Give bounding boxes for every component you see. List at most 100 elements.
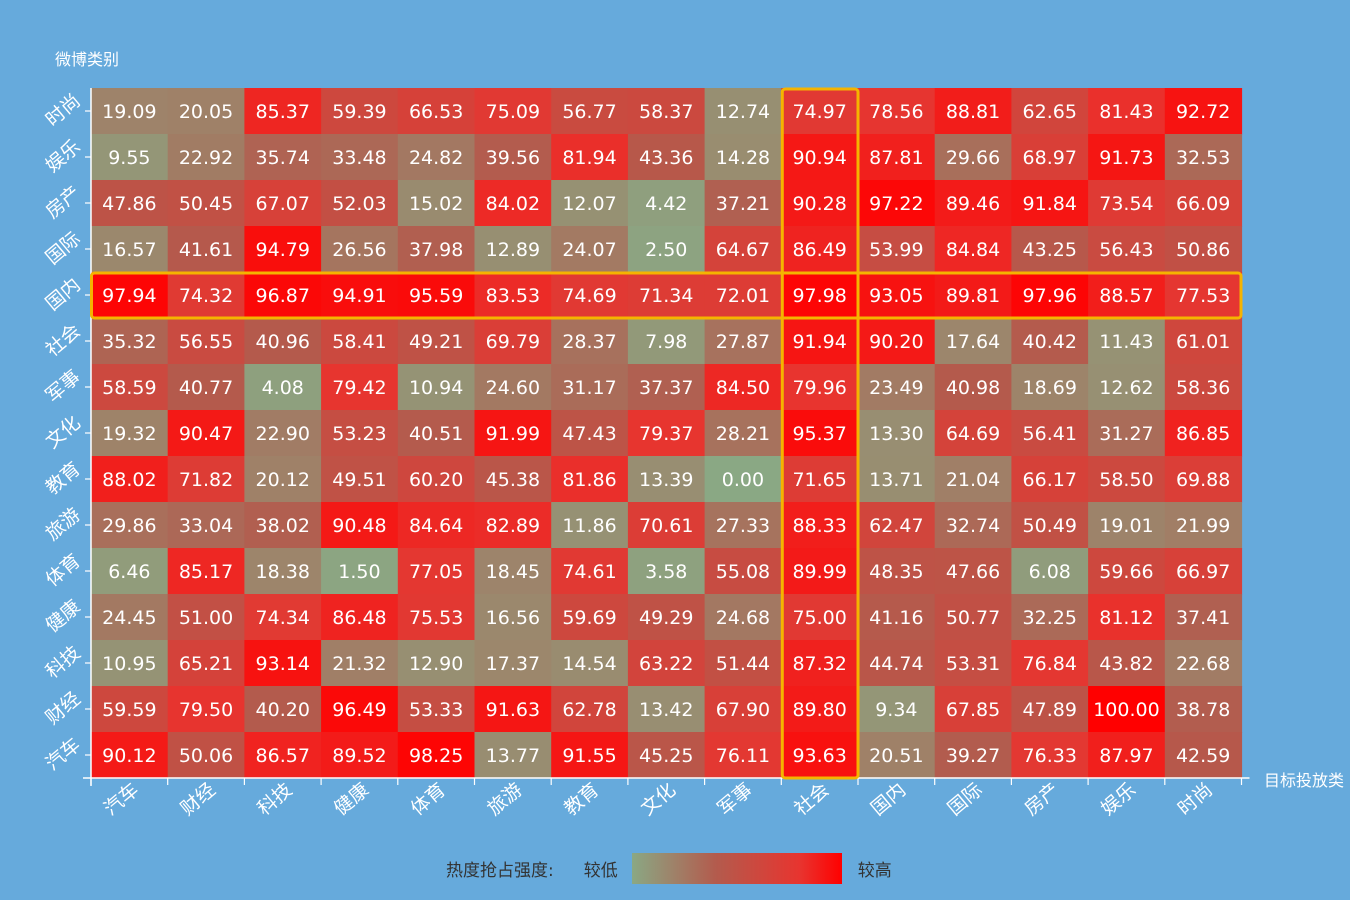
heatmap-cell <box>858 548 936 595</box>
heatmap-cell <box>627 502 706 549</box>
cell-value-label: 43.25 <box>1023 239 1077 261</box>
heatmap-cell <box>167 180 245 227</box>
heatmap-cell <box>704 410 782 457</box>
cell-value-label: 66.53 <box>409 101 463 123</box>
heatmap-cell <box>167 364 245 411</box>
heatmap-cell <box>1011 180 1089 227</box>
heatmap-cell <box>167 456 245 503</box>
heatmap-cell <box>627 134 706 181</box>
heatmap-cell <box>934 686 1012 733</box>
heatmap-cell <box>781 594 859 641</box>
cell-value-label: 76.84 <box>1023 653 1077 675</box>
heatmap-cell <box>321 318 399 365</box>
cell-value-label: 55.08 <box>716 561 770 583</box>
cell-value-label: 64.67 <box>716 239 770 261</box>
heatmap-cell <box>551 226 629 273</box>
cell-value-label: 37.41 <box>1176 607 1230 629</box>
cell-value-label: 49.21 <box>409 331 463 353</box>
cell-value-label: 23.49 <box>869 377 923 399</box>
cell-value-label: 84.64 <box>409 515 463 537</box>
cell-value-label: 60.20 <box>409 469 463 491</box>
y-tick-label: 国际 <box>42 228 85 269</box>
heatmap-cell <box>397 364 476 411</box>
cell-value-label: 88.33 <box>792 515 846 537</box>
heatmap-cell <box>167 410 245 457</box>
heatmap-cell <box>551 134 629 181</box>
heatmap-cell <box>474 180 552 227</box>
heatmap-cell <box>551 548 629 595</box>
cell-value-label: 13.71 <box>869 469 923 491</box>
x-tick-label: 汽车 <box>100 779 143 820</box>
cell-value-label: 26.56 <box>332 239 386 261</box>
cell-value-label: 33.48 <box>332 147 386 169</box>
cell-value-label: 89.80 <box>792 699 846 721</box>
cell-value-label: 83.53 <box>486 285 540 307</box>
cell-value-label: 86.49 <box>792 239 846 261</box>
heatmap-cell <box>704 134 782 181</box>
heatmap-cell <box>704 732 782 779</box>
heatmap-cell <box>1164 732 1243 779</box>
cell-value-label: 29.66 <box>946 147 1000 169</box>
heatmap-cell <box>167 318 245 365</box>
heatmap-cell <box>551 180 629 227</box>
heatmap-cell <box>1164 456 1243 503</box>
cell-value-label: 35.32 <box>102 331 156 353</box>
cell-value-label: 2.50 <box>645 239 687 261</box>
heatmap-cell <box>1088 180 1166 227</box>
cell-value-label: 62.47 <box>869 515 923 537</box>
cell-value-label: 88.57 <box>1099 285 1153 307</box>
heatmap-cell <box>934 640 1012 687</box>
cell-value-label: 94.79 <box>256 239 310 261</box>
heatmap-cell <box>397 548 476 595</box>
heatmap-cell <box>397 180 476 227</box>
heatmap-cell <box>1088 594 1166 641</box>
heatmap-cell <box>627 410 706 457</box>
heatmap-cell <box>397 594 476 641</box>
cell-value-label: 16.57 <box>102 239 156 261</box>
heatmap-cell <box>397 456 476 503</box>
cell-value-label: 58.37 <box>639 101 693 123</box>
cell-value-label: 75.09 <box>486 101 540 123</box>
heatmap-cell <box>1011 686 1089 733</box>
cell-value-label: 42.59 <box>1176 745 1230 767</box>
cell-value-label: 81.12 <box>1099 607 1153 629</box>
heatmap-cell <box>858 318 936 365</box>
cell-value-label: 24.68 <box>716 607 770 629</box>
y-tick-label: 科技 <box>42 642 85 683</box>
color-legend: 热度抢占强度: 较低 较高 <box>446 853 892 884</box>
heatmap-cell <box>551 88 629 135</box>
cell-value-label: 17.64 <box>946 331 1000 353</box>
cell-value-label: 21.32 <box>332 653 386 675</box>
cell-value-label: 76.11 <box>716 745 770 767</box>
cell-value-label: 47.89 <box>1023 699 1077 721</box>
cell-value-label: 49.51 <box>332 469 386 491</box>
heatmap-cell <box>1011 134 1089 181</box>
heatmap-cell <box>858 732 936 779</box>
cell-value-label: 33.04 <box>179 515 233 537</box>
cell-value-label: 95.37 <box>792 423 846 445</box>
cell-value-label: 58.50 <box>1099 469 1153 491</box>
cell-value-label: 56.55 <box>179 331 233 353</box>
heatmap-cell <box>167 640 245 687</box>
cell-value-label: 75.53 <box>409 607 463 629</box>
cell-value-label: 74.69 <box>562 285 616 307</box>
heatmap-cell <box>397 88 476 135</box>
cell-value-label: 74.32 <box>179 285 233 307</box>
heatmap-cell <box>1164 640 1243 687</box>
heatmap-cell <box>167 732 245 779</box>
heatmap-cell <box>397 226 476 273</box>
heatmap-cell <box>858 134 936 181</box>
cell-value-label: 71.65 <box>792 469 846 491</box>
heatmap-cell <box>1088 364 1166 411</box>
heatmap-cell <box>781 134 859 181</box>
heatmap-cell <box>474 686 552 733</box>
heatmap-cell <box>858 272 936 319</box>
cell-value-label: 81.86 <box>562 469 616 491</box>
heatmap-cell <box>244 226 322 273</box>
cell-value-label: 52.03 <box>332 193 386 215</box>
heatmap-cell <box>1088 640 1166 687</box>
legend-gradient-bar[interactable] <box>631 853 842 884</box>
cell-value-label: 24.45 <box>102 607 156 629</box>
cell-value-label: 98.25 <box>409 745 463 767</box>
cell-value-label: 93.14 <box>256 653 310 675</box>
